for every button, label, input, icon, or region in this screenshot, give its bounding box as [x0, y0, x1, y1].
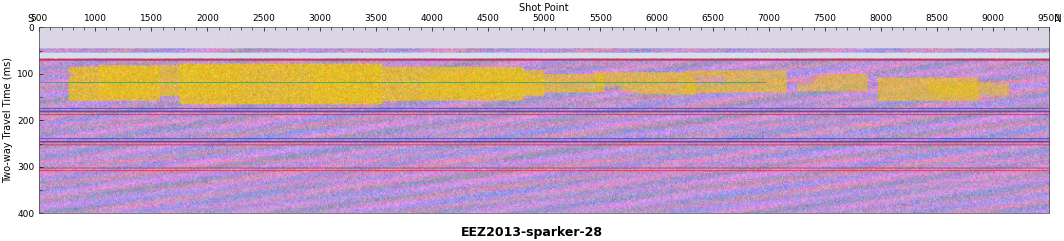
Y-axis label: Two-way Travel Time (ms): Two-way Travel Time (ms): [3, 57, 13, 183]
Text: EEZ2013-sparker-28: EEZ2013-sparker-28: [461, 226, 603, 239]
Text: N: N: [1054, 14, 1062, 24]
Text: S: S: [28, 14, 34, 24]
X-axis label: Shot Point: Shot Point: [519, 3, 569, 13]
